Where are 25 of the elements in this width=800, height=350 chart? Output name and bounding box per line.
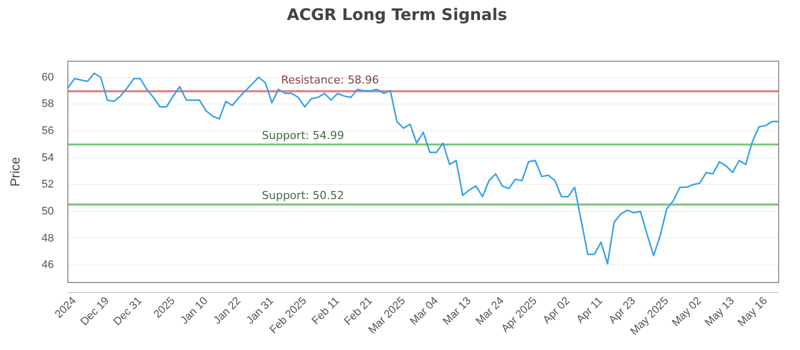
y-tick-label: 46	[42, 259, 54, 272]
y-tick-label: 60	[42, 71, 54, 84]
y-axis-title: Price	[7, 157, 22, 187]
y-tick-label: 58	[42, 98, 54, 110]
x-tick-label: Mar 04	[408, 294, 441, 328]
ref-line-label: Support: 50.52	[262, 188, 344, 202]
y-tick-label: 50	[42, 205, 54, 218]
x-tick-label: Jan 22	[211, 294, 244, 327]
y-tick-label: 54	[42, 152, 54, 164]
ref-line-label: Support: 54.99	[262, 128, 344, 142]
x-tick-label: Jan 10	[178, 294, 210, 327]
x-tick-label: May 13	[702, 294, 737, 329]
x-tick-label: May 16	[736, 294, 770, 329]
x-tick-label: Dec 19	[78, 294, 112, 328]
y-tick-label: 52	[42, 178, 54, 191]
chart-title: ACGR Long Term Signals	[286, 4, 508, 24]
ref-line-label: Resistance: 58.96	[281, 74, 380, 87]
x-tick-label: Feb 11	[310, 294, 342, 328]
x-tick-label: Mar 13	[440, 294, 474, 328]
y-tick-label: 56	[42, 124, 54, 137]
x-tick-label: Apr 02	[540, 294, 572, 326]
x-tick-label: Apr 11	[574, 294, 606, 326]
x-tick-label: May 02	[670, 294, 704, 329]
x-tick-label: Dec 31	[111, 294, 144, 328]
y-tick-label: 48	[42, 232, 54, 244]
